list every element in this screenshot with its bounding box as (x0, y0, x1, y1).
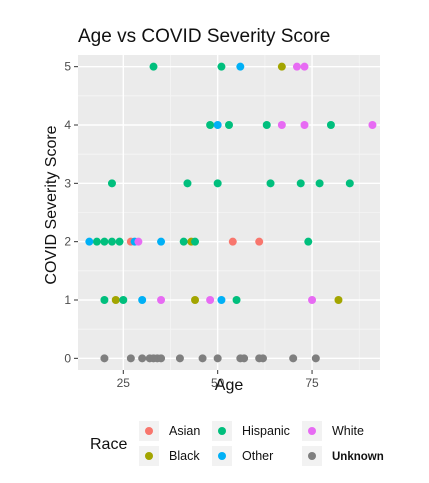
point-white (308, 296, 317, 304)
legend-item-black: Black (139, 446, 200, 466)
legend-item-white: White (302, 421, 364, 441)
point-unknown (198, 354, 207, 363)
point-unknown (258, 354, 267, 363)
plot-panel (78, 55, 380, 370)
point-unknown (311, 354, 320, 363)
point-unknown (175, 354, 184, 363)
y-tick-label: 0 (64, 351, 71, 365)
point-hispanic (149, 62, 158, 71)
point-unknown (240, 354, 249, 363)
point-white (300, 121, 309, 129)
point-hispanic (119, 296, 128, 304)
x-tick-label: 50 (211, 376, 225, 390)
point-hispanic (179, 237, 188, 246)
legend: Race Asian Black Hispanic Other White Unknown (90, 421, 384, 466)
point-white (134, 237, 143, 246)
point-hispanic (191, 237, 200, 246)
point-black (277, 62, 286, 71)
x-axis-title: Age (215, 377, 244, 394)
legend-item-asian: Asian (139, 421, 200, 441)
point-hispanic (304, 237, 313, 246)
point-other (213, 121, 222, 129)
point-hispanic (262, 121, 271, 129)
point-unknown (138, 354, 147, 363)
point-other (85, 237, 94, 246)
legend-item-other: Other (212, 446, 273, 466)
point-hispanic (100, 296, 109, 304)
legend-label: Unknown (332, 451, 384, 463)
legend-label: White (332, 424, 364, 438)
chart-title: Age vs COVID Severity Score (78, 26, 330, 47)
y-tick-label: 3 (64, 176, 71, 190)
y-tick-label: 2 (64, 235, 71, 249)
point-hispanic (296, 179, 305, 188)
point-hispanic (225, 121, 233, 129)
point-white (300, 62, 309, 71)
point-white (206, 296, 215, 304)
legend-key-dot (308, 452, 316, 460)
point-white (157, 296, 166, 304)
legend-item-unknown: Unknown (302, 446, 384, 466)
point-hispanic (100, 237, 109, 246)
point-asian (255, 237, 264, 246)
point-hispanic (345, 179, 354, 188)
data-points (85, 62, 377, 363)
point-hispanic (92, 237, 101, 246)
point-white (277, 121, 286, 129)
x-tick-label: 25 (117, 376, 131, 390)
point-other (236, 62, 245, 71)
point-hispanic (107, 237, 116, 246)
legend-key-dot (145, 427, 153, 435)
legend-key-dot (218, 427, 226, 435)
legend-title: Race (90, 436, 127, 453)
point-hispanic (315, 179, 324, 188)
point-hispanic (115, 237, 124, 246)
point-hispanic (266, 179, 275, 188)
point-asian (228, 237, 237, 246)
point-hispanic (232, 296, 241, 304)
legend-label: Other (242, 449, 273, 463)
y-axis-title: COVID Severity Score (43, 125, 60, 284)
point-unknown (289, 354, 298, 363)
y-tick-label: 5 (64, 60, 71, 74)
point-hispanic (183, 179, 192, 188)
y-tick-label: 4 (64, 118, 71, 132)
point-other (217, 296, 226, 304)
point-black (191, 296, 200, 304)
point-hispanic (326, 121, 335, 129)
point-black (334, 296, 343, 304)
point-other (157, 237, 166, 246)
x-axis-ticks: 25 50 75 (117, 370, 319, 390)
y-axis-ticks: 0 1 2 3 4 5 (64, 60, 78, 365)
legend-item-hispanic: Hispanic (212, 421, 290, 441)
y-tick-label: 1 (64, 293, 71, 307)
point-black (111, 296, 120, 304)
point-hispanic (107, 179, 116, 188)
legend-key-dot (218, 452, 226, 460)
point-unknown (157, 354, 166, 363)
legend-key-dot (145, 452, 153, 460)
legend-label: Hispanic (242, 424, 290, 438)
legend-label: Black (169, 449, 200, 463)
point-hispanic (217, 62, 226, 71)
point-unknown (100, 354, 109, 363)
point-hispanic (213, 179, 222, 188)
point-unknown (213, 354, 222, 363)
point-white (368, 121, 377, 129)
legend-key-dot (308, 427, 316, 435)
point-hispanic (206, 121, 215, 129)
point-white (292, 62, 301, 71)
legend-label: Asian (169, 424, 200, 438)
point-unknown (126, 354, 135, 363)
x-tick-label: 75 (305, 376, 319, 390)
point-other (138, 296, 147, 304)
